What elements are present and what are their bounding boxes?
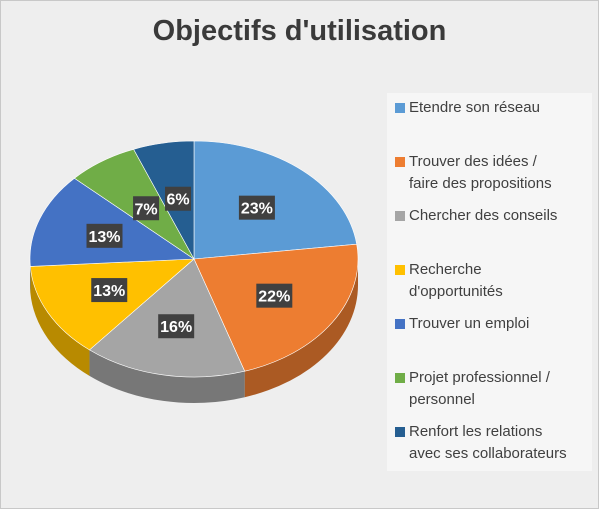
legend-label-line2: avec ses collaborateurs [409,445,567,462]
legend-label-line1: Trouver un emploi [409,315,530,332]
legend-item-trouver-un-emploi: Trouver un emploi [387,309,592,363]
data-label-box [158,314,195,339]
data-label-box [238,195,275,220]
legend-swatch [395,103,405,113]
legend-item-trouver-des-idees: Trouver des idées / faire des propositio… [387,147,592,201]
data-label-box [256,283,293,308]
data-label-3: 13% [91,278,128,303]
pie-slices [29,140,359,378]
data-label-box [86,223,123,248]
legend-item-chercher-des-conseils: Chercher des conseils [387,201,592,255]
pie-slice-1 [193,243,359,372]
legend-label-line1: Chercher des conseils [409,207,558,224]
pie-slice-0 [193,140,358,260]
legend-label-line1: Trouver des idées / [409,153,537,170]
pie-slice-side [30,266,90,376]
data-label-text: 16% [160,319,192,336]
legend-swatch [395,427,405,437]
legend-item-etendre-son-reseau: Etendre son réseau [387,93,592,147]
legend: Etendre son réseau Trouver des idées / f… [387,93,592,471]
data-label-text: 7% [135,201,158,218]
pie-slice-4 [29,177,195,267]
legend-swatch [395,211,405,221]
data-label-1: 22% [256,283,293,308]
data-label-text: 23% [241,201,273,218]
legend-item-projet-professionnel: Projet professionnel / personnel [387,363,592,417]
legend-label-line1: Renfort les relations [409,423,543,440]
data-label-box [133,196,160,221]
data-label-0: 23% [238,195,275,220]
data-label-6: 6% [165,186,192,211]
legend-swatch [395,319,405,329]
chart-title: Objectifs d'utilisation [152,15,447,47]
legend-label-line1: Projet professionnel / [409,369,550,386]
legend-label-line2: faire des propositions [409,175,552,192]
legend-swatch [395,373,405,383]
data-labels: 23% 22% 16% 13% 13% 7% 6% [86,186,293,339]
data-label-box [165,186,192,211]
data-label-text: 13% [88,229,120,246]
legend-label-line2: d'opportunités [409,283,503,300]
legend-item-recherche-opportunites: Recherche d'opportunités [387,255,592,309]
pie-slice-side [89,349,245,403]
data-label-text: 13% [93,283,125,300]
data-label-2: 16% [158,314,195,339]
data-label-box [91,278,128,303]
data-label-text: 22% [258,289,290,306]
legend-swatch [395,265,405,275]
pie-slice-6 [133,140,195,260]
legend-label-line1: Recherche [409,261,482,278]
legend-label-line2: personnel [409,391,475,408]
legend-item-renfort-les-relations: Renfort les relations avec ses collabora… [387,417,592,471]
legend-swatch [395,157,405,167]
data-label-5: 7% [133,196,160,221]
legend-label-line1: Etendre son réseau [409,99,540,116]
data-label-4: 13% [86,223,123,248]
data-label-text: 6% [166,192,189,209]
pie-slice-3 [29,258,195,351]
